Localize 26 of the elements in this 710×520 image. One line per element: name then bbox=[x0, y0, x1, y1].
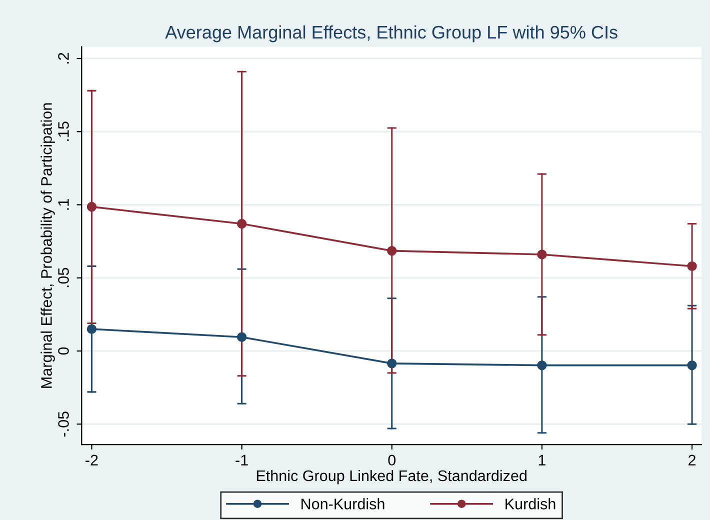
point bbox=[387, 358, 397, 368]
y-tick-label: .15 bbox=[58, 122, 69, 141]
y-tick-label: .05 bbox=[58, 268, 69, 288]
point bbox=[687, 360, 697, 370]
x-tick-label: -1 bbox=[236, 454, 248, 466]
legend-label: Kurdish bbox=[506, 498, 556, 510]
y-tick-label: 0 bbox=[58, 347, 69, 355]
x-tick-label: 2 bbox=[688, 454, 696, 466]
legend-label: Non-Kurdish bbox=[302, 498, 384, 510]
x-tick-label: 0 bbox=[388, 454, 396, 466]
y-tick-label: .2 bbox=[58, 52, 69, 64]
point bbox=[687, 261, 697, 272]
chart-title: Average Marginal Effects, Ethnic Group LF with 95% CIs bbox=[165, 25, 618, 42]
point bbox=[86, 324, 97, 334]
x-tick-label: -2 bbox=[86, 454, 98, 466]
point bbox=[236, 218, 247, 229]
x-tick-label: 1 bbox=[538, 454, 546, 466]
point bbox=[387, 246, 397, 256]
point bbox=[86, 202, 97, 212]
y-axis-title: Marginal Effect, Probability of Participation bbox=[40, 103, 55, 388]
y-tick-label: .1 bbox=[58, 199, 69, 210]
point bbox=[236, 332, 247, 342]
x-axis-title: Ethnic Group Linked Fate, Standardized bbox=[256, 470, 526, 484]
point bbox=[537, 360, 547, 370]
y-tick-label: -.05 bbox=[58, 412, 69, 437]
point bbox=[537, 250, 547, 260]
